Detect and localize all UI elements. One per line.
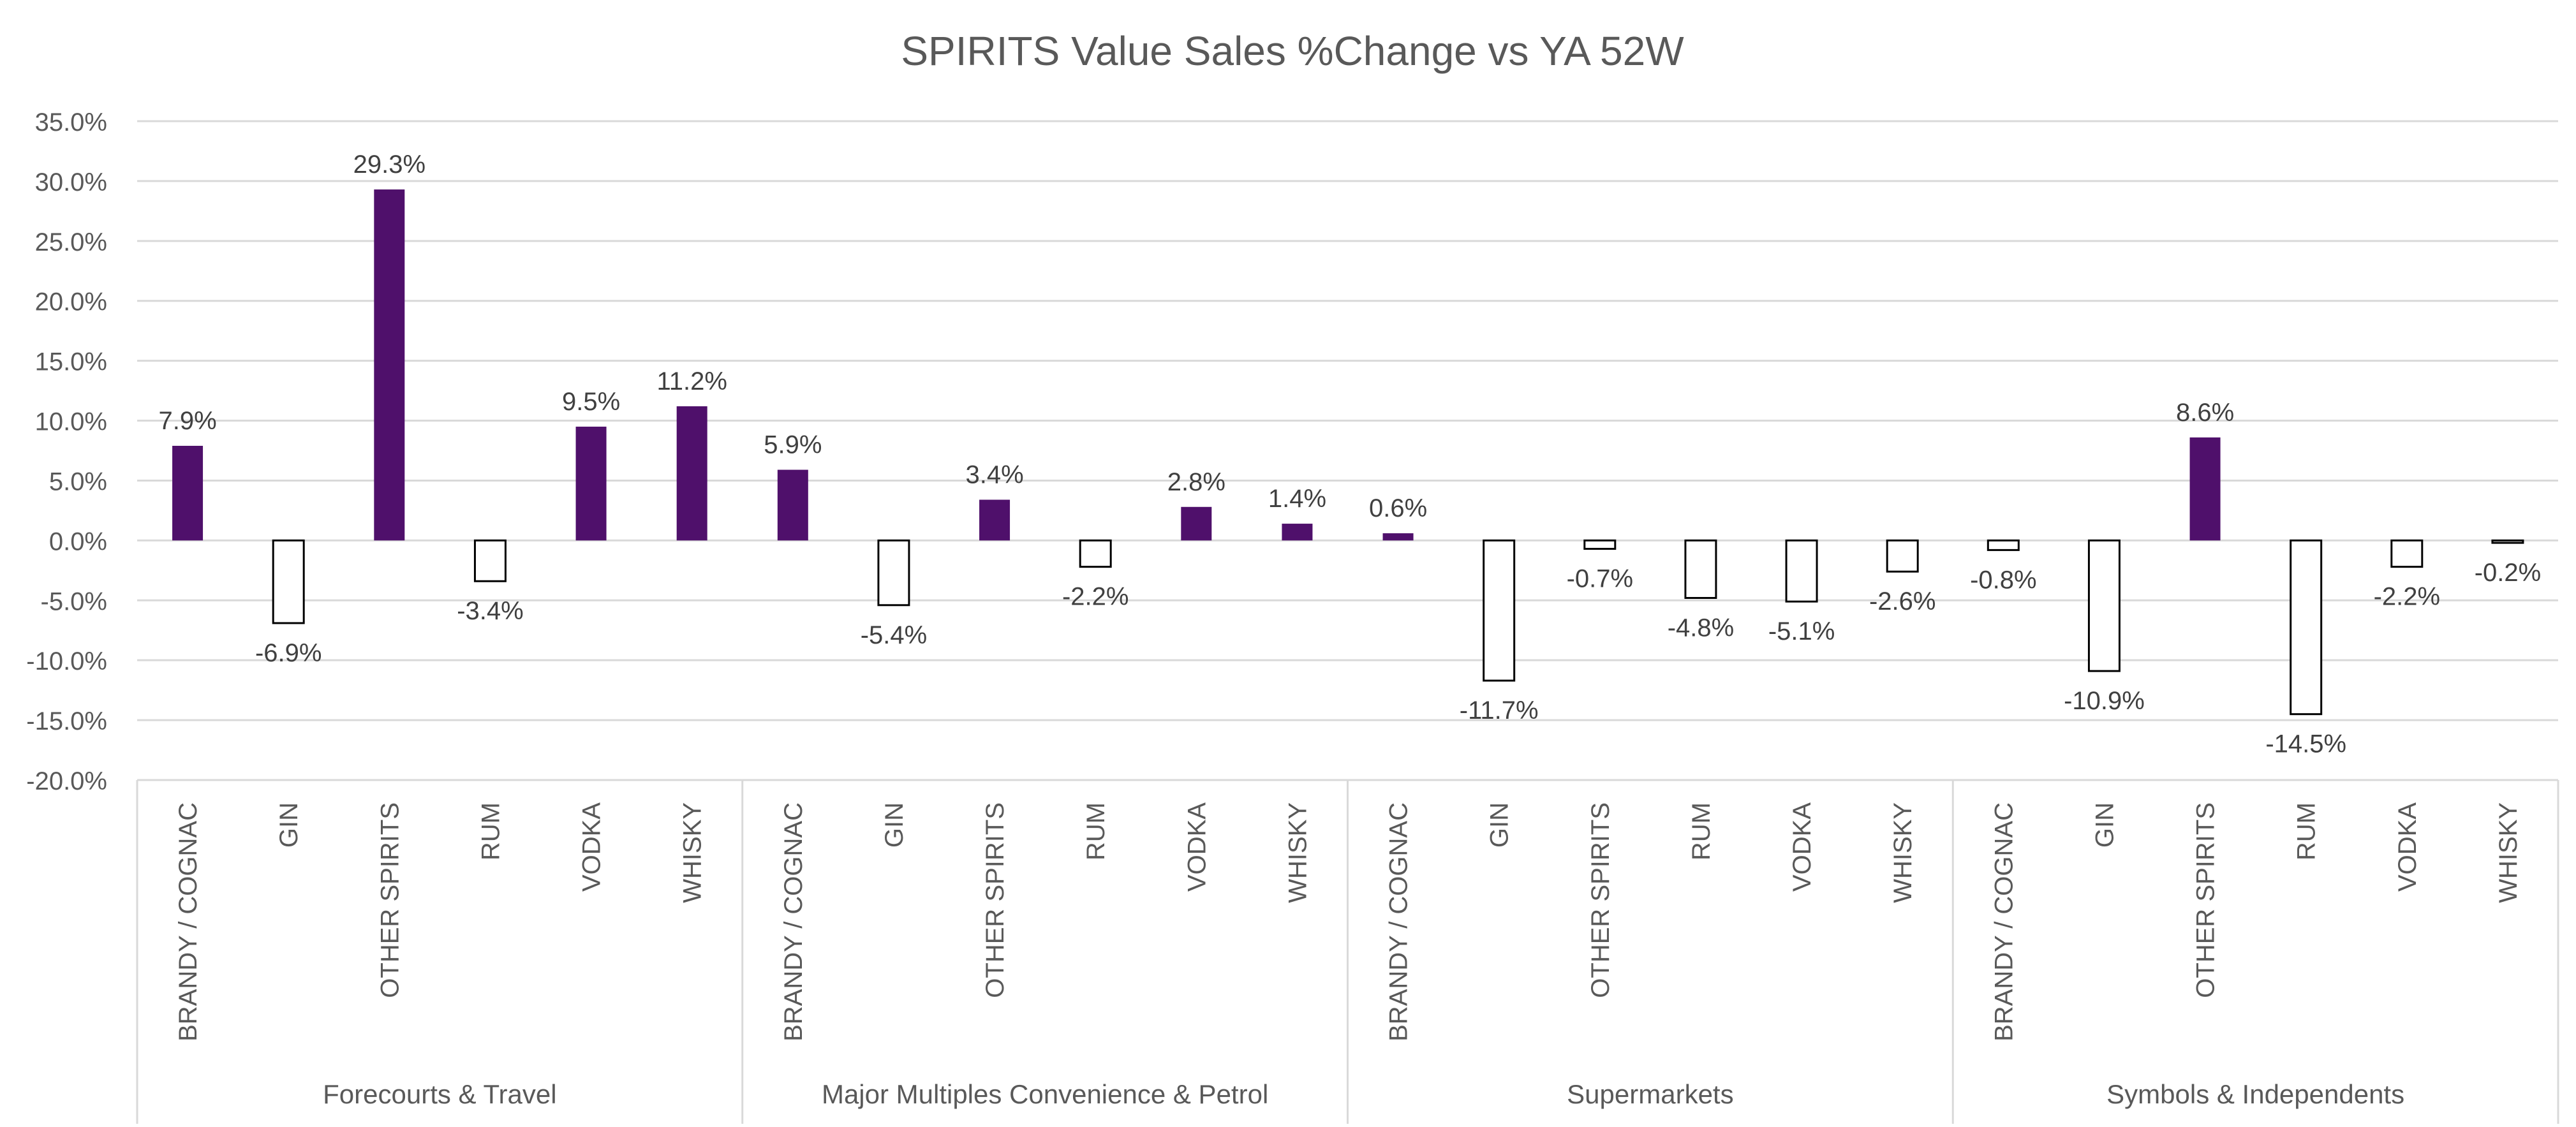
bar (1785, 539, 1818, 603)
y-axis-ticks: 35.0% 30.0% 25.0% 20.0% 15.0% 10.0% 5.0% 0.0% -5… (26, 108, 107, 795)
category-label: OTHER SPIRITS (981, 802, 1009, 998)
category-label: RUM (2293, 802, 2321, 860)
category-label: OTHER SPIRITS (1587, 802, 1615, 998)
category-label: BRANDY / COGNAC (1385, 802, 1413, 1042)
category-label: RUM (477, 802, 505, 860)
y-tick-label: 0.0% (49, 527, 107, 556)
data-label: 0.6% (1369, 494, 1427, 522)
group-label: Forecourts & Travel (323, 1079, 556, 1109)
data-label: 5.9% (764, 431, 822, 459)
bar (575, 426, 607, 541)
y-tick-label: -5.0% (41, 587, 108, 615)
bar (1382, 533, 1414, 541)
bar (1583, 539, 1617, 550)
bar (2491, 539, 2524, 544)
bar (979, 499, 1010, 541)
data-labels: 7.9% -6.9% 29.3% -3.4% 9.5% 11.2% 5.9% -5.4% 3.4… (158, 151, 2541, 758)
bar (676, 406, 707, 541)
data-label: -11.7% (1460, 696, 1539, 725)
data-label: -0.7% (1567, 565, 1634, 593)
category-label: BRANDY / COGNAC (780, 802, 808, 1042)
bar (2087, 539, 2121, 672)
category-label: OTHER SPIRITS (2192, 802, 2220, 998)
category-label: VODKA (1788, 802, 1816, 892)
group-label: Major Multiples Convenience & Petrol (822, 1079, 1268, 1109)
group-label: Supermarkets (1567, 1079, 1733, 1109)
data-label: 7.9% (158, 407, 216, 435)
category-label: RUM (1687, 802, 1715, 860)
data-label: -6.9% (255, 639, 322, 667)
y-tick-label: 25.0% (35, 228, 107, 256)
bar (473, 539, 507, 582)
category-label: GIN (2091, 802, 2119, 848)
bar (374, 189, 405, 541)
gridlines (137, 120, 2558, 781)
data-label: -10.9% (2064, 687, 2145, 715)
bar (1684, 539, 1717, 600)
bar (1079, 539, 1112, 568)
bar (1282, 524, 1313, 541)
y-tick-label: 5.0% (49, 468, 107, 496)
bar (777, 469, 808, 541)
category-label: VODKA (2394, 802, 2422, 892)
category-label: WHISKY (2494, 802, 2522, 903)
chart-title: SPIRITS Value Sales %Change vs YA 52W (901, 28, 1684, 74)
category-label: BRANDY / COGNAC (1990, 802, 2018, 1042)
data-label: -0.8% (1970, 566, 2037, 594)
data-label: 8.6% (2176, 399, 2234, 427)
data-label: -5.4% (861, 621, 928, 649)
bar (1987, 539, 2020, 551)
bar (2290, 539, 2323, 716)
category-label: GIN (275, 802, 303, 848)
y-tick-label: 15.0% (35, 348, 107, 376)
category-label: GIN (1486, 802, 1514, 848)
data-label: -5.1% (1768, 617, 1835, 645)
data-label: 2.8% (1167, 468, 1225, 496)
x-axis: BRANDY / COGNAC GIN OTHER SPIRITS RUM VODKA W… (136, 780, 2559, 1124)
bar (1181, 506, 1212, 541)
y-tick-label: 20.0% (35, 288, 107, 316)
data-label: -0.2% (2475, 559, 2542, 587)
y-tick-label: 35.0% (35, 108, 107, 136)
data-label: -3.4% (457, 597, 524, 625)
category-label: GIN (880, 802, 908, 848)
bar (1886, 539, 1919, 573)
category-label: OTHER SPIRITS (376, 802, 404, 998)
bar (272, 539, 305, 624)
data-label: 9.5% (562, 388, 620, 416)
category-label: WHISKY (679, 802, 707, 903)
y-tick-label: -15.0% (26, 707, 107, 735)
y-tick-label: -10.0% (26, 647, 107, 675)
category-label: VODKA (1183, 802, 1211, 892)
category-label: WHISKY (1889, 802, 1917, 903)
bar (2189, 437, 2221, 541)
group-label: Symbols & Independents (2106, 1079, 2404, 1109)
data-label: -4.8% (1668, 614, 1735, 642)
data-label: 3.4% (965, 461, 1023, 489)
bar (877, 539, 910, 607)
bar (2390, 539, 2424, 568)
category-label: VODKA (578, 802, 606, 892)
bars (172, 189, 2524, 716)
data-label: 29.3% (353, 151, 426, 179)
y-tick-label: -20.0% (26, 767, 107, 795)
data-label: 11.2% (656, 367, 727, 395)
data-label: -2.2% (1062, 583, 1129, 611)
category-label: RUM (1082, 802, 1110, 860)
bar (1483, 539, 1516, 682)
y-tick-label: 30.0% (35, 168, 107, 196)
data-label: 1.4% (1268, 485, 1326, 513)
category-label: BRANDY / COGNAC (174, 802, 202, 1042)
data-label: -2.6% (1869, 587, 1936, 615)
category-label: WHISKY (1284, 802, 1312, 903)
data-label: -14.5% (2265, 730, 2346, 758)
data-label: -2.2% (2374, 583, 2441, 611)
y-tick-label: 10.0% (35, 408, 107, 436)
bar (172, 445, 204, 541)
